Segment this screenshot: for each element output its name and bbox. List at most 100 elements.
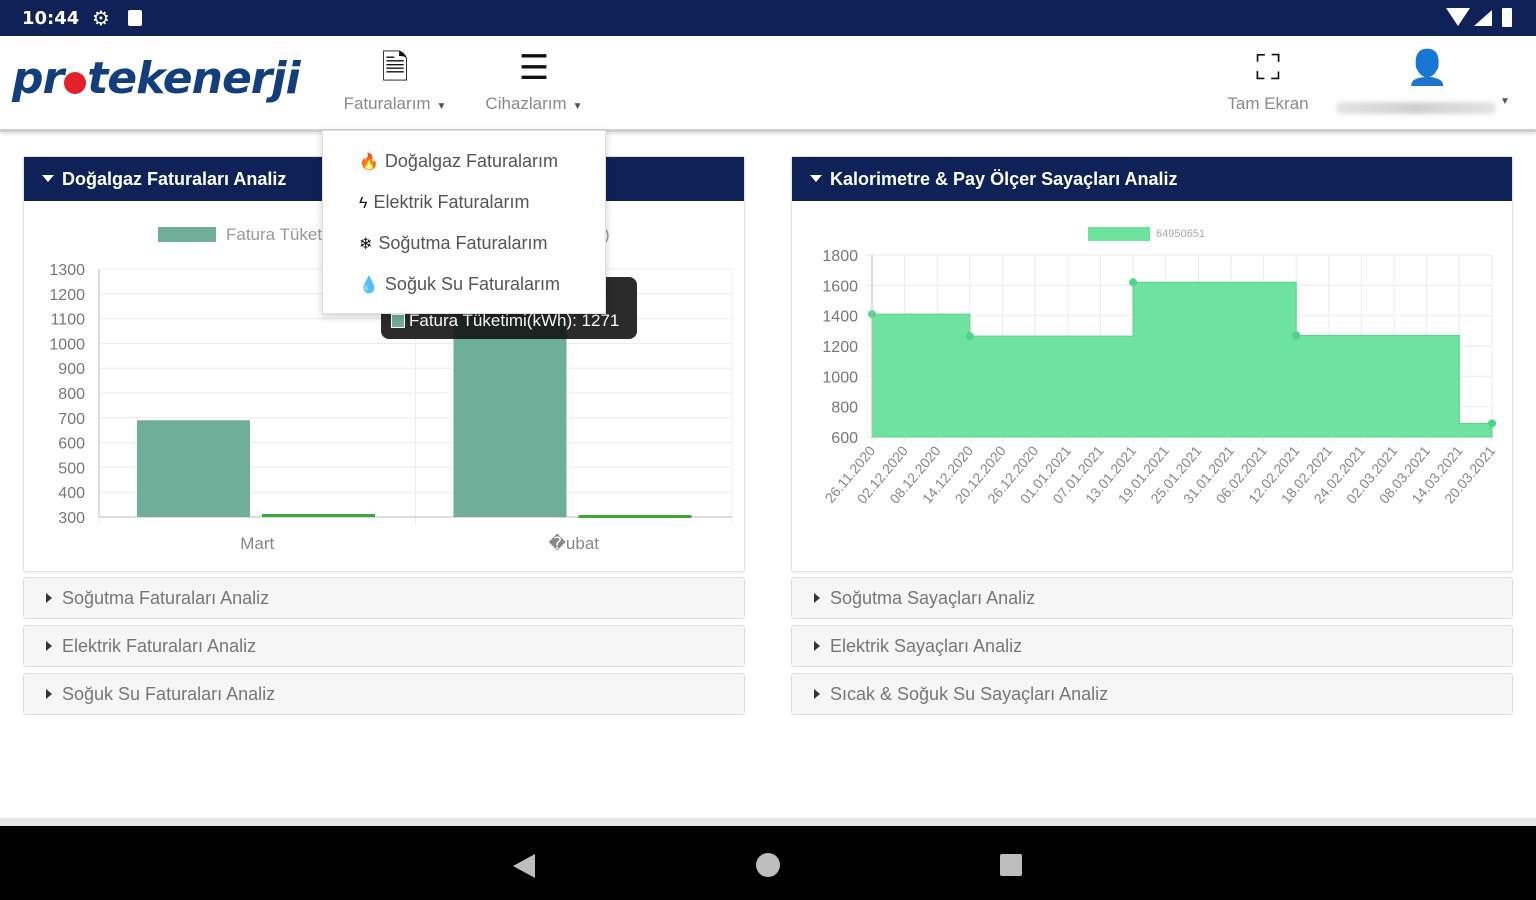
legend-label-2: ) bbox=[604, 225, 610, 244]
bar-series-2 bbox=[262, 514, 375, 518]
bolt-icon: ϟ bbox=[359, 195, 368, 212]
fullscreen-button[interactable]: ⛶ Tam Ekran bbox=[1220, 50, 1316, 114]
y-tick-label: 1000 bbox=[49, 336, 85, 353]
cooling-bills-title: Soğutma Faturaları Analiz bbox=[62, 588, 270, 608]
data-point bbox=[1129, 278, 1138, 287]
y-tick-label: 1100 bbox=[51, 312, 86, 329]
electric-bills-panel[interactable]: Elektrik Faturaları Analiz bbox=[23, 625, 745, 667]
menu-item-cooling-bills[interactable]: ❄ Soğutma Faturalarım bbox=[359, 233, 547, 254]
y-tick-label: 1600 bbox=[822, 278, 858, 295]
recent-apps-icon[interactable] bbox=[1000, 854, 1022, 876]
caret-right-icon bbox=[46, 689, 52, 699]
y-tick-label: 300 bbox=[58, 510, 85, 527]
caret-right-icon bbox=[814, 689, 820, 699]
y-tick-label: 1000 bbox=[822, 369, 858, 386]
caret-down-icon: ▼ bbox=[1500, 96, 1510, 107]
caret-right-icon bbox=[46, 593, 52, 603]
bar-series-2 bbox=[578, 515, 692, 519]
caret-down-icon: ▼ bbox=[436, 101, 447, 112]
gas-icon: 🔥 bbox=[359, 154, 379, 171]
cold-water-bills-title: Soğuk Su Faturaları Analiz bbox=[62, 684, 276, 704]
electric-meters-panel[interactable]: Elektrik Sayaçları Analiz bbox=[791, 625, 1513, 667]
caret-right-icon bbox=[814, 641, 820, 651]
menu-item-label: Doğalgaz Faturalarım bbox=[384, 151, 558, 171]
y-tick-label: 1800 bbox=[822, 248, 858, 265]
username-blurred bbox=[1336, 102, 1496, 114]
caret-down-icon bbox=[810, 175, 822, 182]
area-series bbox=[871, 281, 1493, 438]
meter-analysis-panel: Kalorimetre & Pay Ölçer Sayaçları Analiz… bbox=[791, 156, 1513, 572]
y-tick-label: 1300 bbox=[49, 262, 85, 279]
snowflake-icon: ❄ bbox=[359, 236, 373, 253]
legend-swatch bbox=[1088, 227, 1150, 241]
cooling-meters-title: Soğutma Sayaçları Analiz bbox=[830, 588, 1036, 608]
nav-faturalarim[interactable]: 🗎 Faturalarım ▼ bbox=[333, 50, 457, 114]
logo-part2: tekenerji bbox=[87, 53, 300, 104]
nav-cihazlarim[interactable]: ☰ Cihazlarım ▼ bbox=[476, 50, 592, 114]
y-tick-label: 800 bbox=[831, 400, 858, 417]
list-icon: ☰ bbox=[518, 49, 550, 87]
back-icon[interactable] bbox=[513, 854, 535, 878]
wifi-icon bbox=[1446, 8, 1470, 26]
settings-gear-icon: ⚙ bbox=[92, 6, 110, 30]
battery-icon bbox=[1502, 8, 1512, 27]
user-menu[interactable]: 👤 ▼ bbox=[1336, 49, 1516, 114]
y-tick-label: 800 bbox=[58, 386, 85, 403]
droplet-icon: 💧 bbox=[359, 277, 379, 294]
meter-area-chart: 649506511800160014001200100080060026.11.… bbox=[822, 227, 1498, 507]
menu-item-label: Soğutma Faturalarım bbox=[378, 233, 548, 253]
y-tick-label: 700 bbox=[58, 411, 85, 428]
menu-item-electric-bills[interactable]: ϟ Elektrik Faturalarım bbox=[359, 192, 530, 213]
data-point bbox=[1292, 331, 1301, 340]
caret-right-icon bbox=[814, 593, 820, 603]
clock: 10:44 bbox=[22, 8, 80, 29]
menu-item-gas-bills[interactable]: 🔥 Doğalgaz Faturalarım bbox=[359, 151, 558, 172]
signal-icon bbox=[1474, 10, 1492, 26]
document-icon: 🗎 bbox=[381, 49, 409, 87]
faturalarim-dropdown: 🔥 Doğalgaz Faturalarım ϟ Elektrik Faturala… bbox=[322, 130, 606, 314]
tooltip-swatch bbox=[391, 314, 405, 328]
gas-panel-title: Doğalgaz Faturaları Analiz bbox=[62, 169, 287, 189]
nav-cihazlarim-label: Cihazlarım bbox=[485, 94, 567, 113]
bar bbox=[137, 420, 250, 517]
user-icon: 👤 bbox=[1406, 49, 1449, 87]
tooltip-text: Fatura Tüketimi(kWh): 1271 bbox=[409, 311, 620, 330]
cold-water-bills-panel[interactable]: Soğuk Su Faturaları Analiz bbox=[23, 673, 745, 715]
y-tick-label: 600 bbox=[58, 436, 85, 453]
fullscreen-icon: ⛶ bbox=[1256, 49, 1280, 87]
cooling-bills-panel[interactable]: Soğutma Faturaları Analiz bbox=[23, 577, 745, 619]
cooling-meters-panel[interactable]: Soğutma Sayaçları Analiz bbox=[791, 577, 1513, 619]
legend-swatch bbox=[158, 227, 216, 242]
android-nav-bar bbox=[0, 826, 1536, 900]
logo-dot bbox=[64, 72, 87, 94]
status-bar: 10:44 ⚙ bbox=[0, 0, 1536, 36]
fullscreen-label: Tam Ekran bbox=[1227, 94, 1309, 113]
legend-label: Fatura Tüket bbox=[226, 225, 322, 244]
caret-down-icon: ▼ bbox=[572, 101, 583, 112]
page-bottom-rule bbox=[0, 818, 1536, 826]
meter-panel-header[interactable]: Kalorimetre & Pay Ölçer Sayaçları Analiz bbox=[792, 157, 1512, 201]
y-tick-label: 1200 bbox=[822, 339, 858, 356]
y-tick-label: 1400 bbox=[822, 309, 858, 326]
data-point bbox=[1488, 419, 1496, 428]
menu-item-cold-water-bills[interactable]: 💧 Soğuk Su Faturalarım bbox=[359, 274, 560, 295]
hot-cold-water-meters-panel[interactable]: Sıcak & Soğuk Su Sayaçları Analiz bbox=[791, 673, 1513, 715]
menu-item-label: Soğuk Su Faturalarım bbox=[384, 274, 560, 294]
menu-item-label: Elektrik Faturalarım bbox=[373, 192, 530, 212]
legend-label: 64950651 bbox=[1156, 228, 1205, 240]
x-tick-label: �ubat bbox=[548, 533, 599, 553]
y-tick-label: 500 bbox=[58, 460, 85, 477]
caret-right-icon bbox=[46, 641, 52, 651]
electric-meters-title: Elektrik Sayaçları Analiz bbox=[830, 636, 1023, 656]
y-tick-label: 900 bbox=[58, 361, 85, 378]
data-point bbox=[965, 332, 974, 341]
caret-down-icon bbox=[42, 175, 54, 182]
meter-panel-title: Kalorimetre & Pay Ölçer Sayaçları Analiz bbox=[830, 169, 1178, 189]
y-tick-label: 400 bbox=[58, 485, 85, 502]
home-icon[interactable] bbox=[756, 853, 780, 877]
y-tick-label: 1200 bbox=[49, 287, 85, 304]
logo-part1: pr bbox=[12, 53, 64, 104]
y-tick-label: 600 bbox=[831, 430, 858, 447]
x-tick-label: Mart bbox=[240, 534, 274, 553]
brand-logo[interactable]: pr tekenerji bbox=[12, 53, 301, 104]
